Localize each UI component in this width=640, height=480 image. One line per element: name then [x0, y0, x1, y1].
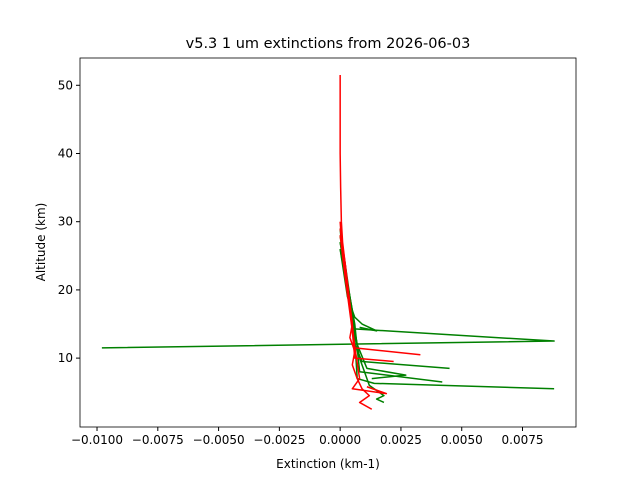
y-tick-label: 10 — [58, 351, 73, 365]
y-tick-label: 20 — [58, 283, 73, 297]
x-tick-label: 0.0050 — [441, 433, 483, 447]
x-tick-label: 0.0000 — [319, 433, 361, 447]
y-tick-label: 30 — [58, 215, 73, 229]
line-series — [339, 228, 394, 363]
line-series — [339, 235, 388, 395]
x-tick-label: −0.0025 — [253, 433, 305, 447]
x-tick-label: 0.0025 — [380, 433, 422, 447]
x-tick-label: 0.0075 — [502, 433, 544, 447]
y-axis-label: Altitude (km) — [34, 203, 48, 282]
x-tick-label: −0.0050 — [193, 433, 245, 447]
plot-frame — [79, 57, 577, 428]
y-tick-label: 50 — [58, 78, 73, 92]
chart-title: v5.3 1 um extinctions from 2026-06-03 — [186, 36, 471, 52]
x-tick-label: −0.0075 — [132, 433, 184, 447]
x-tick-label: −0.0100 — [71, 433, 123, 447]
y-tick-label: 40 — [58, 146, 73, 160]
x-axis-label: Extinction (km-1) — [276, 457, 380, 471]
